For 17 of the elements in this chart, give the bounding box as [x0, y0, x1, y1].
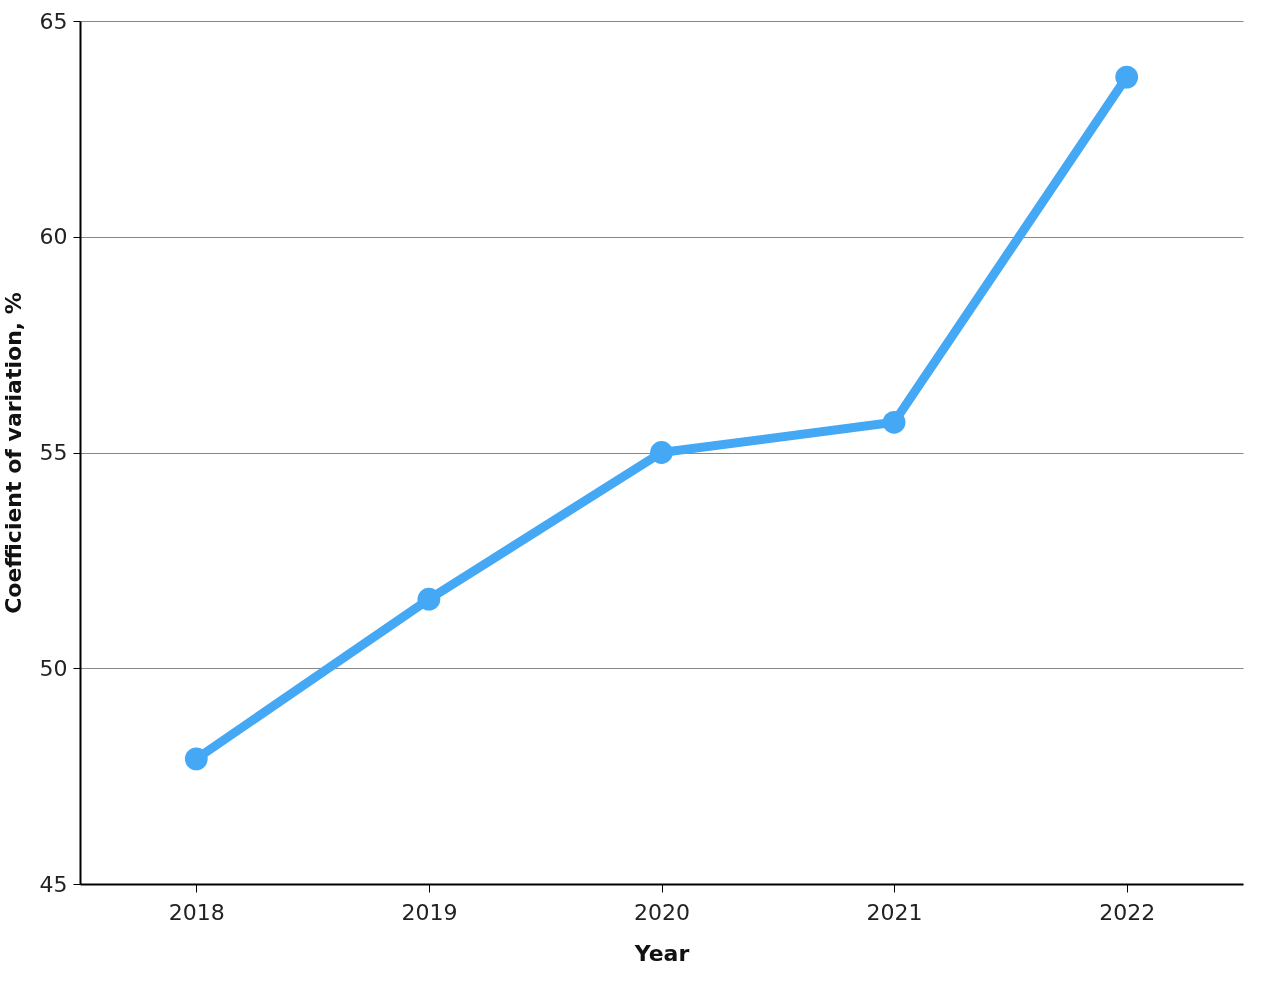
x-tick-label: 2018 — [168, 899, 225, 925]
y-axis-title: Coefficient of variation, % — [0, 292, 26, 614]
y-tick-label: 60 — [39, 224, 68, 250]
x-tick-label: 2020 — [634, 899, 690, 925]
y-tick-label: 45 — [39, 871, 68, 897]
x-tick-label: 2019 — [401, 899, 458, 925]
x-tick-label: 2021 — [866, 899, 923, 925]
y-tick-label: 55 — [39, 440, 68, 465]
point — [650, 441, 673, 464]
y-tick-label: 50 — [39, 655, 68, 681]
point — [882, 410, 906, 434]
x-axis-title: Year — [633, 940, 690, 966]
y-tick-label: 65 — [39, 8, 68, 34]
x-tick-label: 2022 — [1099, 899, 1156, 925]
point — [417, 587, 441, 611]
point — [1115, 65, 1139, 89]
point — [184, 747, 208, 771]
